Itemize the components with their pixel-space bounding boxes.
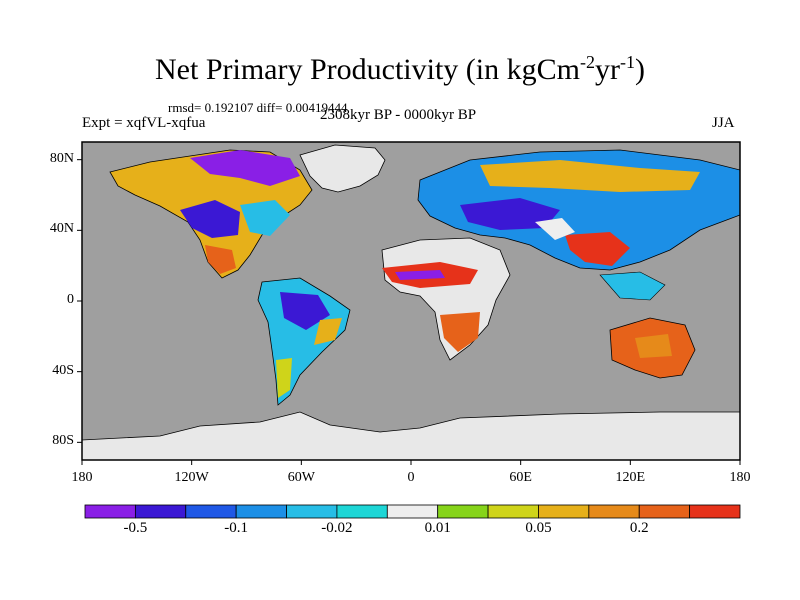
mexico-increase — [205, 245, 236, 274]
colorbar-swatch — [84, 504, 136, 519]
colorbar-swatch — [336, 504, 388, 519]
southeast-asia-region — [599, 271, 666, 301]
siberia-increase — [480, 160, 700, 192]
north-america-arctic-decrease — [190, 150, 300, 186]
y-tick-label: 0 — [67, 292, 74, 307]
sahel-decrease-band — [395, 270, 445, 280]
x-tick-label: 180 — [729, 470, 751, 485]
x-tick-label: 120W — [174, 470, 209, 485]
stats-text: rmsd= 0.192107 diff= 0.00419444 — [168, 100, 348, 115]
x-tick-label: 120E — [615, 470, 646, 485]
x-tick-label: 60W — [287, 470, 315, 485]
map-panel — [81, 141, 741, 461]
y-tick-label: 40S — [52, 362, 74, 378]
greenland-region — [299, 144, 386, 193]
colorbar-swatch — [235, 504, 287, 519]
north-america-central-decrease — [180, 200, 240, 238]
north-america-east-change — [240, 200, 290, 236]
colorbar-swatch — [286, 504, 338, 519]
colorbar-swatch — [386, 504, 439, 519]
colorbar-swatch — [689, 504, 741, 519]
south-america-east-increase — [314, 318, 342, 345]
axis-ticks — [77, 159, 741, 465]
period-label: 2308kyr BP - 0000kyr BP — [320, 107, 477, 123]
colorbar-swatch — [437, 504, 489, 519]
colorbar-value-label: 0.2 — [629, 520, 649, 536]
colorbar-swatch — [588, 504, 640, 519]
colorbar-value-label: 0.05 — [525, 520, 552, 536]
map-title: Net Primary Productivity (in kgCm-2yr-1) — [155, 52, 645, 86]
y-tick-label: 40N — [49, 221, 74, 237]
colorbar — [84, 504, 741, 519]
y-tick-label: 80S — [52, 433, 74, 449]
colorbar-swatch — [185, 504, 237, 519]
y-tick-label: 80N — [49, 150, 74, 166]
colorbar-swatch — [134, 504, 187, 519]
australia-interior — [635, 334, 672, 358]
colorbar-swatch — [538, 504, 590, 519]
colorbar-swatch — [487, 504, 539, 519]
x-tick-label: 0 — [407, 470, 415, 485]
x-tick-label: 180 — [71, 470, 93, 485]
patagonia-increase — [276, 358, 292, 398]
colorbar-value-label: -0.5 — [123, 520, 148, 536]
colorbar-value-label: -0.02 — [321, 520, 353, 536]
experiment-label: Expt = xqfVL-xqfua — [82, 115, 206, 131]
season-label: JJA — [712, 115, 735, 131]
colorbar-value-label: -0.1 — [224, 520, 249, 536]
colorbar-value-label: 0.01 — [424, 520, 451, 536]
south-asia-increase — [565, 232, 630, 266]
amazon-decrease — [280, 292, 330, 330]
tibet-no-change — [535, 218, 575, 240]
x-tick-label: 60E — [509, 470, 532, 485]
colorbar-swatch — [638, 504, 691, 519]
southern-africa-increase — [440, 312, 480, 352]
